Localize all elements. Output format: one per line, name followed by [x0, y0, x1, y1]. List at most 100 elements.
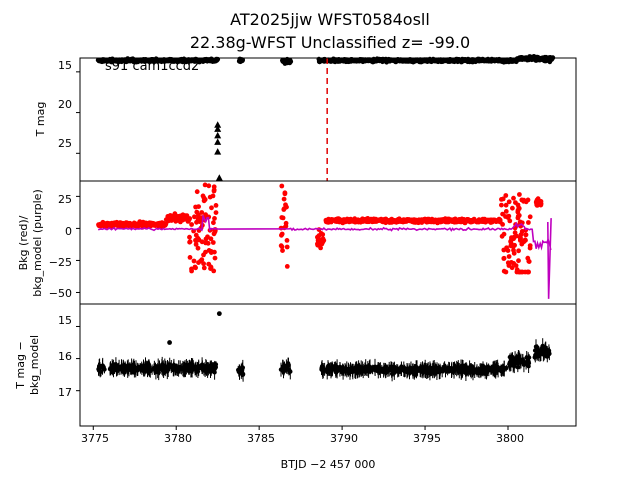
background-point [499, 233, 505, 239]
panel-difference-frame [79, 303, 577, 427]
background-point [194, 189, 200, 195]
background-point [208, 264, 214, 270]
background-point [326, 218, 332, 224]
background-point [120, 223, 126, 229]
background-point [369, 219, 375, 225]
difference-point [516, 357, 521, 362]
background-point [187, 216, 193, 221]
upper-limit-marker [214, 131, 222, 139]
y-tick-label: −50 [49, 287, 72, 300]
background-point [212, 255, 218, 261]
background-point [503, 193, 509, 198]
difference-point [543, 349, 548, 355]
background-point [113, 222, 118, 227]
x-axis-label: BTJD −2 457 000 [281, 458, 376, 471]
background-point [284, 204, 289, 210]
panel-magnitude-frame [79, 57, 577, 182]
background-model-line [546, 218, 552, 299]
x-tick-label: 3785 [247, 432, 275, 445]
background-point [157, 222, 162, 228]
chart-title-line2: 22.38g-WFST Unclassified z= -99.0 [190, 33, 470, 52]
background-point [479, 219, 485, 225]
background-point [526, 258, 532, 264]
background-point [189, 266, 194, 272]
panel-background-ylabel-line1: Bkg (red)/ [17, 215, 30, 270]
panel-magnitude-ylabel: T mag [34, 102, 47, 138]
panel-difference-ylabel-line1: T mag − [14, 341, 27, 389]
difference-point [504, 365, 509, 371]
difference-point [116, 367, 122, 372]
background-point [361, 217, 367, 223]
difference-point [511, 362, 517, 367]
background-point [284, 238, 290, 243]
y-tick-label: 17 [58, 386, 72, 399]
background-point [518, 232, 524, 238]
background-point [187, 239, 193, 245]
difference-point [325, 367, 330, 372]
difference-point [413, 367, 418, 372]
background-point [503, 209, 509, 214]
difference-point [178, 364, 183, 370]
difference-point [352, 367, 358, 373]
background-point [284, 244, 290, 250]
background-point [279, 183, 285, 189]
difference-point [122, 364, 127, 370]
background-point [499, 202, 504, 208]
difference-point [418, 368, 423, 373]
background-point [199, 257, 205, 263]
difference-point [464, 367, 469, 373]
background-point [201, 265, 207, 271]
difference-point [132, 368, 137, 374]
x-tick-label: 3790 [330, 432, 358, 445]
background-point [191, 258, 197, 264]
background-point [527, 245, 533, 251]
y-tick-label: 15 [58, 59, 72, 72]
background-point [469, 218, 475, 224]
magnitude-point [240, 57, 246, 63]
difference-point [392, 364, 397, 370]
camera-ccd-annotation: s91 cam1ccd2 [105, 59, 199, 74]
upper-limit-marker [214, 138, 222, 145]
background-point [378, 217, 383, 223]
background-point [395, 218, 401, 224]
background-point [109, 222, 114, 228]
difference-point [498, 366, 504, 372]
difference-point [100, 364, 105, 370]
background-point [504, 245, 509, 251]
background-point [205, 234, 210, 240]
background-point [350, 218, 355, 224]
background-point [330, 218, 335, 224]
difference-point [193, 365, 198, 371]
background-point [474, 219, 480, 225]
background-point [517, 192, 522, 197]
difference-point [510, 354, 515, 360]
x-tick-label: 3800 [496, 432, 524, 445]
background-point [510, 205, 515, 211]
background-point [387, 217, 393, 223]
background-point [515, 207, 521, 213]
background-point [333, 217, 339, 223]
y-tick-label: 20 [58, 98, 72, 111]
difference-point [402, 366, 407, 371]
background-point [196, 212, 201, 218]
difference-point [340, 369, 346, 374]
x-tick-label: 3775 [81, 432, 109, 445]
background-point [212, 249, 217, 255]
difference-point [209, 367, 215, 373]
background-point [193, 265, 199, 271]
background-point [523, 232, 529, 238]
panel-background: Bkg (red)/ bkg_model (purple) 25 0 −25 −… [17, 180, 577, 305]
y-tick-label: 25 [58, 137, 72, 150]
background-point [199, 210, 205, 215]
difference-point [216, 311, 222, 317]
difference-point [447, 365, 452, 371]
background-point [455, 219, 460, 225]
background-point [520, 269, 525, 275]
background-point [209, 205, 214, 211]
panel-difference: T mag − bkg_model 15 16 17 [14, 303, 577, 427]
background-point [126, 223, 132, 229]
difference-point [212, 362, 217, 367]
upper-limit-marker [215, 174, 223, 181]
difference-point [521, 362, 527, 367]
background-point [187, 234, 192, 240]
